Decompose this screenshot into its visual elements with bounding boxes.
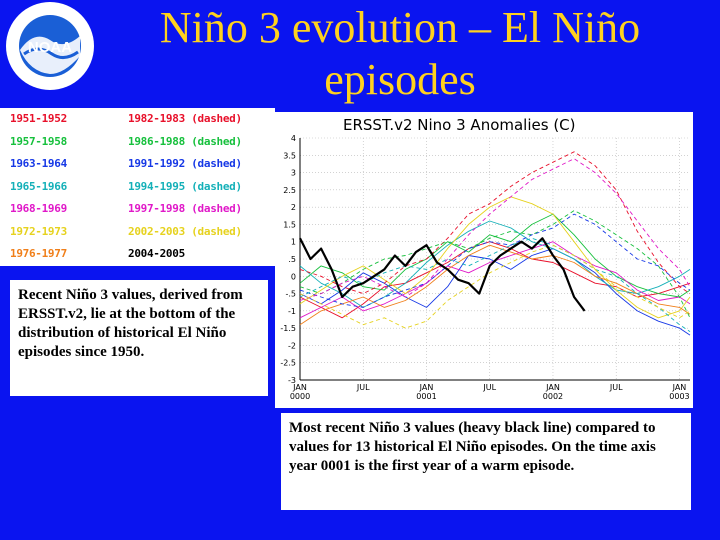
series-line (299, 210, 691, 319)
series-line (299, 158, 691, 301)
series-line (299, 244, 691, 326)
chart-background (275, 112, 693, 408)
series-line (299, 213, 691, 308)
episode-legend: 1951-1952 1957-1958 1963-1964 1965-1966 1968… (0, 108, 275, 266)
y-tick-label: -1 (288, 307, 296, 316)
right-caption: Most recent Niño 3 values (heavy black l… (281, 413, 691, 510)
series-line (299, 151, 691, 295)
y-tick-label: 1 (291, 238, 296, 247)
legend-item: 1994-1995 (dashed) (128, 179, 242, 193)
legend-item: 1991-1992 (dashed) (128, 157, 242, 170)
y-tick-label: 2.5 (283, 186, 296, 195)
legend-item: 1986-1988 (dashed) (128, 134, 242, 148)
legend-item: 1976-1977 (10, 247, 67, 260)
y-tick-label: -1.5 (280, 324, 296, 333)
x-tick-label: JUL (482, 383, 496, 392)
x-tick-sublabel: 0002 (543, 392, 563, 401)
slide-title: Niño 3 evolution – El Niño episodes (159, 3, 641, 104)
legend-item: 1965-1966 (10, 179, 67, 193)
legend-item: 1963-1964 (10, 157, 67, 170)
y-tick-label: 0 (291, 272, 296, 281)
legend-item: 1972-1973 (10, 224, 67, 238)
chart-title: ERSST.v2 Nino 3 Anomalies (C) (343, 116, 576, 134)
x-tick-label: JAN (419, 383, 434, 392)
legend-item: 1997-1998 (dashed) (128, 202, 242, 215)
svg-text:NOAA: NOAA (28, 39, 72, 56)
legend-item: 2004-2005 (128, 247, 185, 260)
y-tick-label: 3 (291, 169, 296, 178)
x-tick-label: JUL (356, 383, 370, 392)
series-line-recent (299, 237, 586, 312)
legend-item: 2002-2003 (dashed) (128, 224, 242, 238)
series-line (299, 248, 691, 336)
legend-item: 1968-1969 (10, 202, 67, 215)
series-line (299, 220, 691, 308)
legend-item: 1951-1952 (10, 112, 67, 125)
legend-item: 1957-1958 (10, 134, 67, 148)
y-tick-label: 1.5 (283, 220, 296, 229)
series-line (299, 213, 691, 298)
y-tick-label: -.5 (285, 290, 296, 299)
x-tick-sublabel: 0001 (416, 392, 436, 401)
series-line (299, 196, 691, 319)
y-tick-label: 2 (291, 203, 296, 212)
y-tick-label: .5 (288, 255, 296, 264)
y-tick-label: -2.5 (280, 359, 296, 368)
y-tick-label: 3.5 (283, 151, 296, 160)
y-tick-label: -3 (288, 376, 296, 385)
x-tick-label: JUL (609, 383, 623, 392)
series-line (299, 241, 691, 319)
legend-item: 1982-1983 (dashed) (128, 112, 242, 125)
series-line (299, 241, 691, 319)
noaa-logo: NOAA (4, 0, 96, 92)
x-tick-label: JAN (292, 383, 307, 392)
nino3-chart: ERSST.v2 Nino 3 Anomalies (C) 4 3.5 3 2.5 2 1.… (275, 112, 693, 408)
x-tick-sublabel: 0003 (669, 392, 689, 401)
left-caption: Recent Niño 3 values, derived from ERSST… (10, 280, 268, 396)
y-tick-label: 4 (291, 134, 296, 143)
x-tick-label: JAN (545, 383, 560, 392)
x-tick-sublabel: 0000 (290, 392, 310, 401)
y-tick-label: -2 (288, 341, 296, 350)
x-tick-label: JAN (672, 383, 687, 392)
